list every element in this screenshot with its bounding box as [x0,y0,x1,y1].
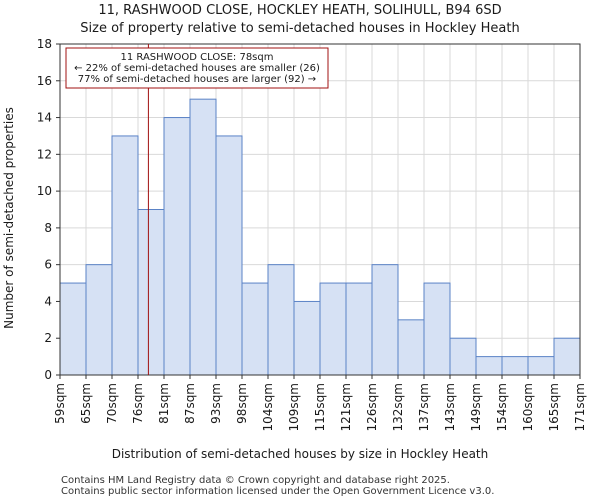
x-tick-label: 126sqm [365,383,379,431]
x-tick-label: 65sqm [79,383,93,424]
y-tick-label: 12 [37,147,52,161]
bar-115sqm [319,282,347,376]
bars [59,98,581,376]
x-tick-label: 171sqm [573,383,587,431]
bar-98sqm [241,282,269,376]
x-tick-label: 70sqm [105,383,119,424]
x-tick-label: 87sqm [183,383,197,424]
x-axis-label: Distribution of semi-detached houses by … [112,447,489,461]
y-tick-label: 18 [37,37,52,51]
bar-104sqm [267,264,295,376]
y-tick-label: 8 [44,221,52,235]
bar-93sqm [215,135,243,376]
property-marker: 11 RASHWOOD CLOSE: 78sqm← 22% of semi-de… [65,44,329,375]
x-tick-label: 165sqm [547,383,561,431]
x-axis-ticks: 59sqm 65sqm 70sqm 76sqm 81sqm 87sqm 93sqm 98sqm… [53,375,587,431]
x-tick-label: 160sqm [521,383,535,431]
bar-59sqm [59,282,87,376]
x-tick-label: 154sqm [495,383,509,431]
bar-87sqm [189,98,217,376]
bar-132sqm [397,319,425,376]
x-tick-label: 98sqm [235,383,249,424]
annotation-line: 11 RASHWOOD CLOSE: 78sqm [121,52,274,63]
bar-65sqm [85,264,113,376]
x-tick-label: 143sqm [443,383,457,431]
y-tick-label: 4 [44,294,52,308]
y-axis-ticks: 0 2 4 6 8 10 12 14 16 18 [37,37,60,382]
footer-line-2: Contains public sector information licen… [61,486,494,497]
x-tick-label: 76sqm [131,383,145,424]
y-tick-label: 0 [44,368,52,382]
y-tick-label: 16 [37,74,52,88]
annotation-line: ← 22% of semi-detached houses are smalle… [74,63,320,74]
footer-line-1: Contains HM Land Registry data © Crown c… [61,475,450,486]
y-tick-label: 14 [37,111,52,125]
x-tick-label: 121sqm [339,383,353,431]
bar-109sqm [293,300,321,376]
bar-121sqm [345,282,373,376]
bar-76sqm [137,209,165,376]
y-axis-label: Number of semi-detached properties [2,107,16,329]
x-tick-label: 109sqm [287,383,301,431]
bar-165sqm [553,337,581,376]
bar-137sqm [423,282,451,376]
bar-126sqm [371,264,399,376]
bar-143sqm [449,337,477,376]
annotation-line: 77% of semi-detached houses are larger (… [78,74,316,85]
bar-154sqm [501,356,529,376]
bar-149sqm [475,356,503,376]
x-tick-label: 137sqm [417,383,431,431]
x-tick-label: 149sqm [469,383,483,431]
x-tick-label: 104sqm [261,383,275,431]
bar-81sqm [163,117,191,376]
x-tick-label: 59sqm [53,383,67,424]
x-tick-label: 81sqm [157,383,171,424]
x-tick-label: 115sqm [313,383,327,431]
bar-160sqm [527,356,555,376]
x-tick-label: 93sqm [209,383,223,424]
chart-title: 11, RASHWOOD CLOSE, HOCKLEY HEATH, SOLIH… [98,3,501,18]
chart-subtitle: Size of property relative to semi-detach… [80,21,519,36]
annotation-box [65,47,329,89]
y-tick-label: 6 [44,258,52,272]
y-tick-label: 10 [37,184,52,198]
y-tick-label: 2 [44,331,52,345]
x-tick-label: 132sqm [391,383,405,431]
bar-70sqm [111,135,139,376]
